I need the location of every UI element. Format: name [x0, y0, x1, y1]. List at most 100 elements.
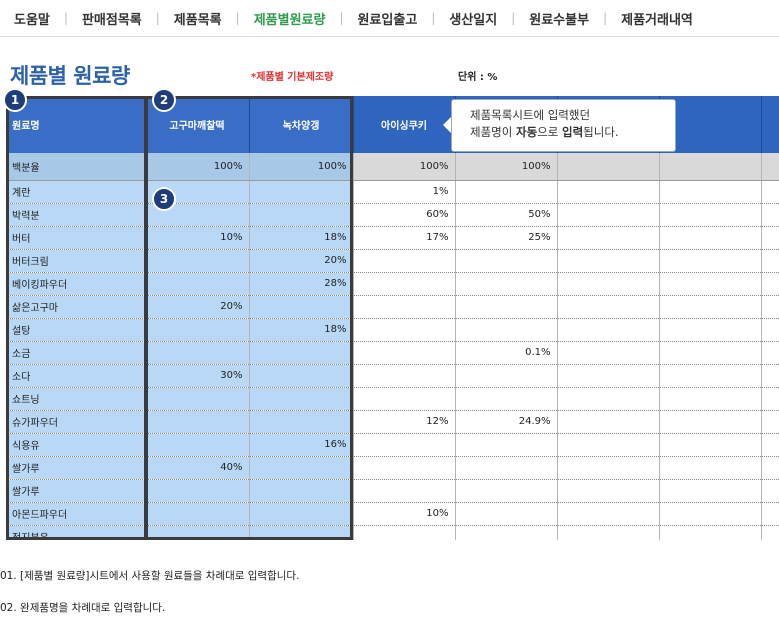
amount-cell[interactable] [557, 479, 660, 503]
amount-cell[interactable] [249, 180, 354, 204]
amount-cell[interactable] [659, 525, 762, 540]
amount-cell[interactable]: 60% [353, 203, 456, 227]
amount-cell[interactable] [659, 433, 762, 457]
ingredient-name-cell[interactable]: 삶은고구마 [6, 295, 146, 319]
amount-cell[interactable] [145, 318, 250, 342]
amount-cell[interactable] [761, 456, 779, 480]
amount-cell[interactable] [557, 295, 660, 319]
amount-cell[interactable]: 50% [455, 203, 558, 227]
amount-cell[interactable] [761, 249, 779, 273]
amount-cell[interactable] [455, 180, 558, 204]
amount-cell[interactable] [761, 525, 779, 540]
amount-cell[interactable]: 12% [353, 410, 456, 434]
amount-cell[interactable] [659, 180, 762, 204]
amount-cell[interactable] [455, 249, 558, 273]
amount-cell[interactable] [455, 387, 558, 411]
amount-cell[interactable] [249, 341, 354, 365]
amount-cell[interactable] [761, 364, 779, 388]
ingredient-name-cell[interactable]: 소다 [6, 364, 146, 388]
amount-cell[interactable] [249, 479, 354, 503]
amount-cell[interactable] [249, 410, 354, 434]
amount-cell[interactable] [557, 433, 660, 457]
amount-cell[interactable] [557, 249, 660, 273]
amount-cell[interactable] [455, 433, 558, 457]
amount-cell[interactable] [455, 318, 558, 342]
nav-item-material-ledger[interactable]: 원료수불부 [529, 12, 590, 28]
ingredient-name-cell[interactable]: 버터 [6, 226, 146, 250]
nav-item-store-list[interactable]: 판매점목록 [81, 12, 142, 28]
amount-cell[interactable] [659, 318, 762, 342]
amount-cell[interactable] [353, 433, 456, 457]
amount-cell[interactable]: 17% [353, 226, 456, 250]
percent-cell[interactable]: 100% [145, 153, 250, 181]
amount-cell[interactable] [557, 318, 660, 342]
amount-cell[interactable] [145, 249, 250, 273]
amount-cell[interactable] [353, 318, 456, 342]
amount-cell[interactable] [145, 272, 250, 296]
amount-cell[interactable] [145, 410, 250, 434]
nav-item-material-inout[interactable]: 원료입출고 [357, 12, 418, 28]
ingredient-name-cell[interactable]: 버터크림 [6, 249, 146, 273]
amount-cell[interactable] [761, 272, 779, 296]
nav-item-product-transactions[interactable]: 제품거래내역 [621, 12, 693, 28]
amount-cell[interactable] [145, 433, 250, 457]
amount-cell[interactable] [557, 364, 660, 388]
amount-cell[interactable] [761, 226, 779, 250]
amount-cell[interactable]: 20% [249, 249, 354, 273]
amount-cell[interactable]: 10% [145, 226, 250, 250]
amount-cell[interactable] [659, 364, 762, 388]
amount-cell[interactable] [249, 502, 354, 526]
amount-cell[interactable]: 18% [249, 226, 354, 250]
percent-row-label[interactable]: 백분율 [6, 153, 146, 181]
amount-cell[interactable] [659, 479, 762, 503]
amount-cell[interactable]: 0.1% [455, 341, 558, 365]
amount-cell[interactable]: 30% [145, 364, 250, 388]
percent-cell[interactable] [557, 153, 660, 181]
percent-cell[interactable]: 100% [353, 153, 456, 181]
amount-cell[interactable] [145, 387, 250, 411]
header-cell-product[interactable] [659, 96, 762, 153]
amount-cell[interactable]: 16% [249, 433, 354, 457]
amount-cell[interactable] [353, 341, 456, 365]
amount-cell[interactable] [659, 203, 762, 227]
percent-cell[interactable] [659, 153, 762, 181]
percent-cell[interactable] [761, 153, 779, 181]
ingredient-name-cell[interactable]: 소금 [6, 341, 146, 365]
amount-cell[interactable] [455, 295, 558, 319]
amount-cell[interactable] [659, 295, 762, 319]
amount-cell[interactable]: 10% [353, 502, 456, 526]
amount-cell[interactable] [557, 180, 660, 204]
amount-cell[interactable] [761, 410, 779, 434]
amount-cell[interactable] [761, 433, 779, 457]
amount-cell[interactable] [455, 456, 558, 480]
header-cell-ingredient[interactable]: 원료명 [6, 96, 146, 153]
ingredient-name-cell[interactable]: 슈가파우더 [6, 410, 146, 434]
amount-cell[interactable] [353, 387, 456, 411]
amount-cell[interactable] [659, 249, 762, 273]
header-cell-product[interactable] [761, 96, 779, 153]
amount-cell[interactable] [455, 525, 558, 540]
amount-cell[interactable]: 40% [145, 456, 250, 480]
percent-cell[interactable]: 100% [249, 153, 354, 181]
amount-cell[interactable] [249, 295, 354, 319]
amount-cell[interactable] [353, 479, 456, 503]
nav-item-product-list[interactable]: 제품목록 [173, 12, 222, 28]
amount-cell[interactable] [455, 364, 558, 388]
amount-cell[interactable] [761, 318, 779, 342]
amount-cell[interactable] [659, 226, 762, 250]
amount-cell[interactable] [455, 272, 558, 296]
amount-cell[interactable] [557, 203, 660, 227]
amount-cell[interactable] [761, 203, 779, 227]
amount-cell[interactable] [761, 341, 779, 365]
amount-cell[interactable] [761, 295, 779, 319]
nav-item-help[interactable]: 도움말 [14, 12, 50, 28]
amount-cell[interactable] [557, 525, 660, 540]
nav-item-ingredients-by-product[interactable]: 제품별원료량 [253, 12, 326, 28]
amount-cell[interactable] [659, 387, 762, 411]
amount-cell[interactable] [557, 456, 660, 480]
ingredient-name-cell[interactable]: 쌀가루 [6, 456, 146, 480]
amount-cell[interactable] [455, 479, 558, 503]
amount-cell[interactable]: 18% [249, 318, 354, 342]
amount-cell[interactable] [145, 203, 250, 227]
amount-cell[interactable]: 1% [353, 180, 456, 204]
